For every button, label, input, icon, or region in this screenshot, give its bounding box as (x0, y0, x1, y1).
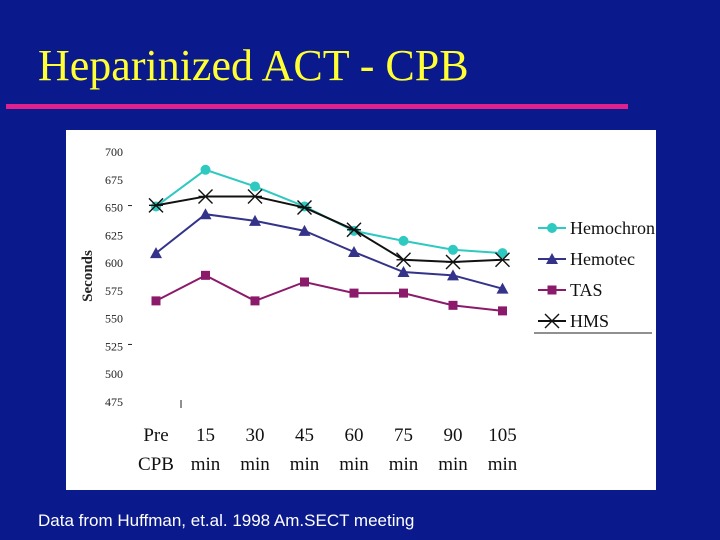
data-point-tas (399, 288, 408, 298)
data-point-hms (247, 188, 263, 204)
x-tick-label: 90 (444, 425, 463, 446)
legend-label-hms: HMS (570, 311, 609, 331)
y-tick-label: 575 (105, 284, 123, 298)
x-tick-label: 45 (295, 425, 314, 446)
x-tick-label: min (339, 454, 369, 475)
x-tick-label: 105 (488, 425, 517, 446)
y-axis-label: Seconds (80, 250, 96, 302)
x-tick-label: 60 (345, 425, 364, 446)
y-tick-label: 650 (105, 201, 123, 215)
x-tick-label: Pre (143, 425, 168, 446)
y-axis-ticks: 700 675 650 625 600 575 550 525 500 475 (105, 145, 182, 409)
y-tick-label: 525 (105, 339, 123, 353)
data-point-hemochron (151, 201, 161, 212)
x-tick-label: min (290, 454, 320, 475)
data-point-tas (349, 288, 359, 298)
source-caption: Data from Huffman, et.al. 1998 Am.SECT m… (38, 511, 415, 530)
data-point-tas (250, 296, 260, 306)
data-point-hms (346, 222, 362, 238)
data-point-tas (498, 306, 507, 316)
x-tick-label: min (240, 454, 270, 475)
y-tick-label: 700 (105, 145, 123, 159)
x-tick-label: min (488, 454, 518, 475)
data-point-hemochron (448, 244, 458, 255)
legend-marker-hms (544, 313, 560, 329)
data-point-hemochron (398, 235, 409, 246)
x-tick-label: min (191, 454, 221, 475)
x-tick-label: 30 (246, 425, 265, 446)
y-tick-label: 600 (105, 256, 123, 270)
y-tick-label: 550 (105, 312, 123, 326)
data-point-hms (148, 197, 164, 213)
legend-marker-hemotec (546, 253, 558, 264)
legend-marker-tas (547, 285, 557, 295)
data-point-hemotec (199, 208, 212, 220)
data-point-hemotec (447, 269, 459, 281)
legend-label-tas: TAS (570, 280, 603, 300)
data-point-hemochron (497, 248, 508, 259)
data-point-hemotec (496, 282, 509, 294)
y-tick-label: 475 (105, 395, 123, 409)
data-point-hms (495, 252, 510, 268)
series-line-hms (155, 195, 503, 264)
line-chart: 700 675 650 625 600 575 550 525 500 475 Seconds P… (80, 145, 655, 475)
series-line-tas (155, 274, 503, 312)
title-underline (6, 104, 628, 109)
data-point-tas (151, 296, 161, 306)
x-tick-label: min (438, 454, 468, 475)
data-point-hemotec (348, 246, 360, 257)
data-point-hms (445, 254, 461, 270)
data-point-hemotec (298, 224, 311, 236)
y-tick-label: 625 (105, 228, 123, 242)
data-point-tas (300, 277, 309, 287)
data-point-hemochron (250, 181, 260, 192)
data-point-hms (297, 200, 312, 216)
data-point-tas (201, 270, 210, 280)
x-axis-ticks: Pre CPB 15 min 30 min 45 min 60 min 75 min 90 min 105 m… (138, 425, 518, 475)
x-tick-label: min (389, 454, 419, 475)
legend-marker-hemochron (547, 223, 557, 233)
data-point-hms (396, 252, 411, 268)
chart-panel: 700 675 650 625 600 575 550 525 500 475 Seconds P… (66, 130, 656, 490)
series-line-hemotec (155, 213, 503, 290)
legend-label-hemotec: Hemotec (570, 249, 635, 269)
x-tick-label: 75 (394, 425, 413, 446)
legend-label-hemochron: Hemochron (570, 218, 655, 238)
data-point-hemochron (200, 164, 211, 175)
y-tick-label: 675 (105, 173, 123, 187)
data-point-hemotec (150, 247, 162, 259)
data-point-hemotec (397, 266, 410, 277)
data-point-hms (198, 188, 213, 204)
series-group (148, 164, 510, 316)
x-tick-label: CPB (138, 454, 174, 475)
x-tick-label: 15 (196, 425, 215, 446)
y-axis-label-group: Seconds (80, 250, 96, 302)
legend: Hemochron Hemotec TAS HMS (534, 218, 655, 334)
data-point-hemotec (249, 214, 261, 226)
slide-title: Heparinized ACT - CPB (38, 41, 469, 90)
y-tick-label: 500 (105, 367, 123, 381)
data-point-tas (448, 300, 458, 310)
